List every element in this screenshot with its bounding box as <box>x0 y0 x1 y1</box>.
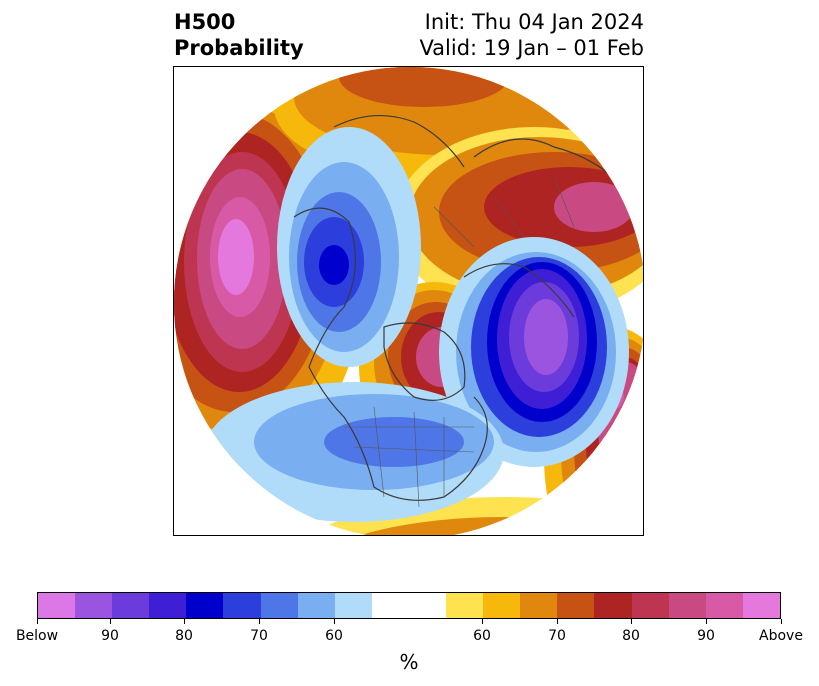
colorbar-swatch <box>371 593 409 618</box>
colorbar-swatch <box>186 593 224 618</box>
colorbar-tick-label: 80 <box>175 628 193 644</box>
colorbar-swatch <box>668 593 706 618</box>
polar-map <box>173 66 644 536</box>
colorbar-unit: % <box>399 650 419 674</box>
colorbar-tick-label: 90 <box>101 628 119 644</box>
probability-colorbar <box>37 592 781 619</box>
colorbar-swatch <box>112 593 150 618</box>
colorbar-swatch <box>260 593 298 618</box>
colorbar-tick-label: 70 <box>548 628 566 644</box>
below-normal-north-america <box>204 382 504 522</box>
colorbar-tick <box>36 619 38 624</box>
init-date: Init: Thu 04 Jan 2024 <box>424 10 644 34</box>
colorbar-tick <box>780 619 782 624</box>
colorbar-tick <box>183 619 185 624</box>
colorbar-swatch <box>297 593 335 618</box>
colorbar-swatch <box>557 593 595 618</box>
colorbar-swatch <box>631 593 669 618</box>
colorbar-swatch <box>446 593 484 618</box>
colorbar-swatch <box>408 593 447 618</box>
title-field: H500 <box>174 10 236 34</box>
colorbar-swatch <box>38 593 76 618</box>
colorbar-swatch <box>520 593 558 618</box>
colorbar-tick-label: 70 <box>250 628 268 644</box>
colorbar-tick-label: 60 <box>325 628 343 644</box>
colorbar-tick-label: Above <box>759 628 803 644</box>
colorbar-tick <box>258 619 260 624</box>
colorbar-swatch <box>149 593 187 618</box>
colorbar-swatch <box>705 593 743 618</box>
colorbar-swatch <box>742 593 780 618</box>
colorbar-swatch <box>223 593 261 618</box>
colorbar-swatch <box>594 593 632 618</box>
valid-range: Valid: 19 Jan – 01 Feb <box>419 36 644 60</box>
below-normal-alaska <box>277 127 421 367</box>
colorbar-tick-label: 80 <box>622 628 640 644</box>
colorbar-tick <box>109 619 111 624</box>
below-normal-north-atlantic <box>439 237 629 467</box>
colorbar-tick-label: Below <box>15 628 59 644</box>
above-normal-siberia <box>394 127 643 317</box>
colorbar-tick <box>705 619 707 624</box>
probability-map-svg <box>174 67 643 535</box>
colorbar-tick-label: 60 <box>473 628 491 644</box>
title-type: Probability <box>174 36 304 60</box>
boundary-lines <box>344 176 575 508</box>
colorbar-tick-label: 90 <box>697 628 715 644</box>
colorbar-swatch <box>483 593 521 618</box>
colorbar-swatch <box>75 593 113 618</box>
title-left: H500 Probability <box>174 9 304 61</box>
colorbar-swatch <box>334 593 372 618</box>
colorbar-tick <box>481 619 483 624</box>
colorbar-tick <box>333 619 335 624</box>
colorbar-tick <box>630 619 632 624</box>
colorbar-tick <box>556 619 558 624</box>
title-right: Init: Thu 04 Jan 2024 Valid: 19 Jan – 01… <box>419 9 644 61</box>
